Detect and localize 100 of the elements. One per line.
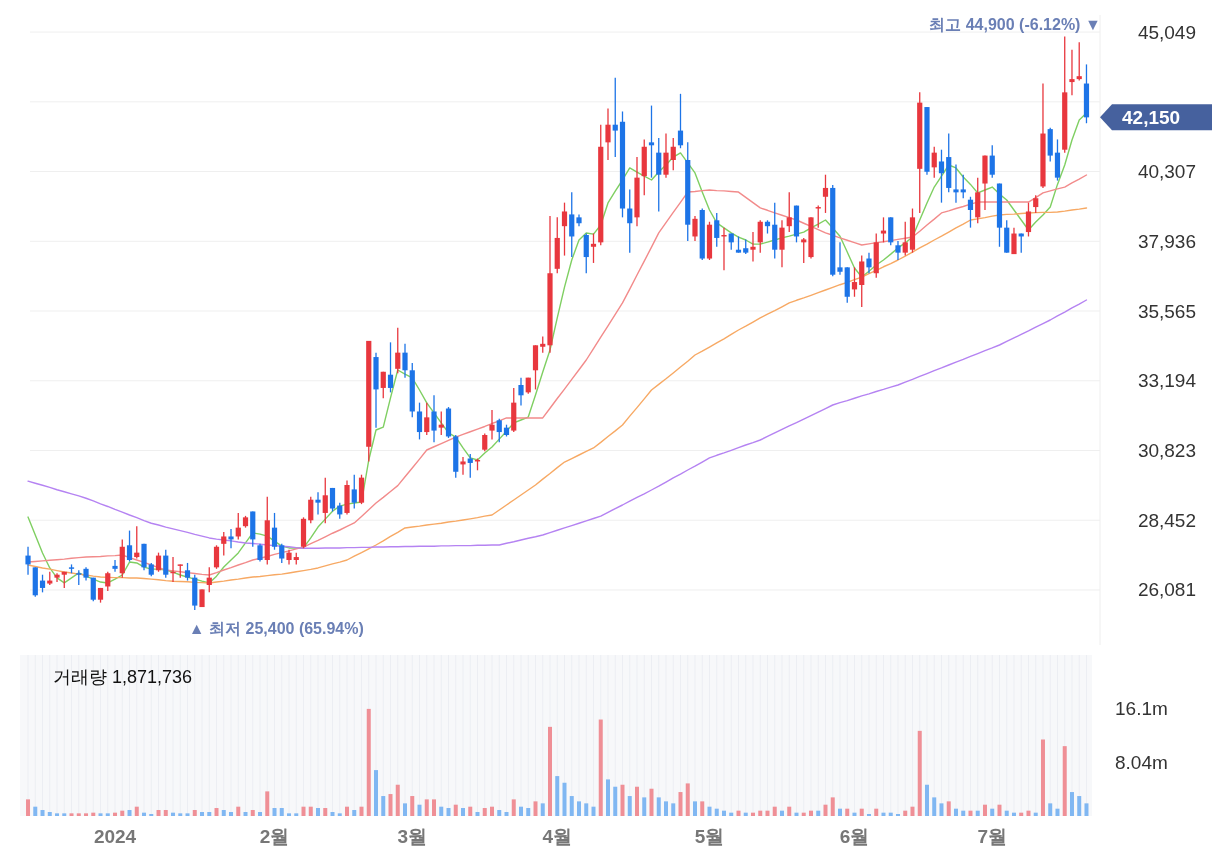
bar <box>178 813 183 816</box>
bar <box>301 806 306 816</box>
bar <box>243 812 248 816</box>
candlestick <box>126 529 133 563</box>
bar <box>765 810 770 816</box>
bar <box>504 812 509 816</box>
bar <box>714 808 719 816</box>
bar <box>403 803 408 816</box>
bar <box>1011 812 1016 816</box>
candlestick <box>656 137 662 213</box>
candlestick <box>859 254 865 308</box>
bar <box>395 784 400 816</box>
bar <box>721 810 726 816</box>
bar <box>279 808 284 816</box>
bar <box>779 810 784 816</box>
bar <box>794 812 799 816</box>
bar <box>620 784 625 816</box>
bar <box>939 803 944 816</box>
candlestick <box>880 216 887 243</box>
bar <box>627 796 632 816</box>
bar <box>743 812 748 816</box>
bar <box>758 810 763 816</box>
bar <box>924 784 929 816</box>
bar <box>221 810 226 816</box>
candlestick <box>750 231 756 263</box>
candlestick <box>960 174 966 199</box>
candlestick <box>141 543 147 571</box>
candlestick <box>315 491 321 516</box>
bar <box>772 806 777 816</box>
bar <box>830 797 835 816</box>
candlestick <box>967 196 974 229</box>
bar <box>569 796 574 816</box>
y-tick-label: 35,565 <box>1137 300 1196 322</box>
candlestick <box>1076 41 1082 82</box>
candlestick <box>424 402 430 436</box>
y-tick-label: 28,452 <box>1137 509 1196 531</box>
y-tick-label: 26,081 <box>1137 579 1196 601</box>
candlestick <box>1069 49 1075 96</box>
candlestick <box>938 149 945 204</box>
bar <box>975 810 980 816</box>
bar <box>323 808 328 816</box>
bar <box>635 786 639 816</box>
candlestick <box>271 512 278 551</box>
candlestick <box>815 204 821 229</box>
candlestick <box>866 252 872 274</box>
candlestick <box>851 266 858 298</box>
candlestick <box>612 77 618 158</box>
bar <box>91 812 96 816</box>
y-tick-label: 16.1m <box>1115 698 1168 720</box>
candlestick <box>989 144 995 179</box>
candlestick <box>431 394 437 443</box>
candlestick <box>648 104 655 179</box>
candlestick <box>590 232 597 264</box>
candlestick <box>489 409 495 441</box>
candlestick <box>569 191 575 258</box>
bar <box>816 810 821 816</box>
bar <box>511 799 516 816</box>
x-tick-label: 6월 <box>839 826 870 847</box>
candlestick <box>670 137 676 171</box>
bar <box>432 799 437 816</box>
bar <box>475 812 480 816</box>
bar <box>250 810 255 816</box>
candlestick <box>213 544 220 570</box>
candlestick <box>163 549 169 579</box>
bar <box>113 812 118 816</box>
bar <box>214 808 219 816</box>
candlestick <box>460 456 466 476</box>
bar <box>345 806 350 816</box>
y-tick-label: 45,049 <box>1137 21 1196 43</box>
candlestick <box>395 327 401 374</box>
candlestick <box>496 418 502 443</box>
candlestick <box>801 237 807 264</box>
bar <box>1040 739 1045 816</box>
bar <box>606 779 610 816</box>
bar <box>417 804 422 816</box>
bar <box>62 813 67 816</box>
bar <box>352 810 357 816</box>
bar <box>98 813 103 816</box>
bar <box>272 808 277 816</box>
candlestick <box>228 528 234 549</box>
y-tick-label: 8.04m <box>1115 752 1168 774</box>
candlestick <box>779 219 785 268</box>
candlestick <box>112 559 118 573</box>
bar <box>1026 810 1031 816</box>
bar <box>359 806 364 816</box>
bar <box>736 810 741 816</box>
y-tick-label: 40,307 <box>1137 161 1196 183</box>
bar <box>482 808 487 816</box>
candlestick <box>786 191 792 233</box>
bar <box>953 808 958 816</box>
bar <box>388 794 393 816</box>
candlestick <box>387 341 394 393</box>
candlestick <box>583 232 589 274</box>
text: 42,150 <box>1122 106 1181 128</box>
y-tick-label: 30,823 <box>1137 440 1196 461</box>
bar <box>685 783 690 816</box>
bar <box>424 799 429 816</box>
bar <box>120 810 125 816</box>
candlestick <box>627 188 633 254</box>
bar <box>642 797 647 816</box>
